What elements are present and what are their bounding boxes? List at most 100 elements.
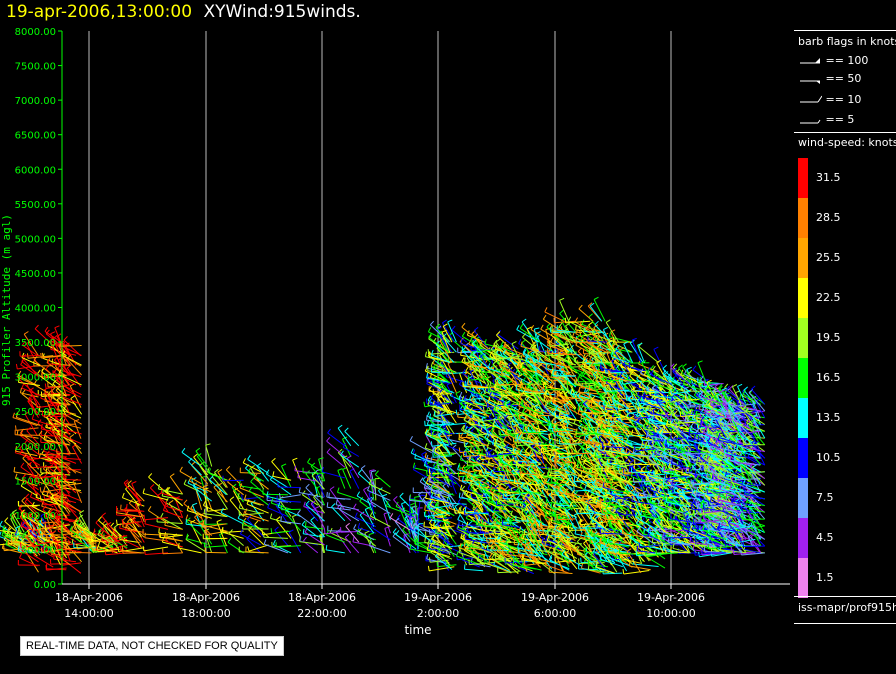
wind-barb-flag xyxy=(412,462,416,468)
wind-barb xyxy=(45,523,70,527)
wind-barb xyxy=(503,498,523,500)
wind-barb xyxy=(73,535,92,550)
wind-barb xyxy=(577,512,600,515)
wind-barb-flag xyxy=(457,507,461,513)
wind-barb xyxy=(433,455,453,458)
wind-barb-flag xyxy=(364,506,370,510)
wind-barb-flag xyxy=(58,481,61,487)
wind-barb-flag xyxy=(456,523,459,529)
wind-barb xyxy=(367,489,391,501)
wind-barb xyxy=(463,472,480,487)
wind-barb-flag xyxy=(66,364,72,369)
wind-barb xyxy=(353,507,375,521)
wind-barb-flag xyxy=(279,493,281,499)
wind-barb xyxy=(37,373,54,387)
wind-barb xyxy=(55,404,71,426)
wind-barb-flag xyxy=(168,499,174,504)
wind-barb-flag xyxy=(540,324,544,330)
wind-barb-flag xyxy=(468,339,472,345)
wind-barb-flag xyxy=(414,496,420,498)
wind-barb-flag xyxy=(244,494,247,500)
wind-barb-flag xyxy=(429,500,433,506)
wind-barb-flag xyxy=(430,456,433,462)
wind-barb xyxy=(48,397,61,416)
wind-barb xyxy=(512,395,534,397)
wind-barb xyxy=(44,482,67,488)
wind-barb xyxy=(345,526,360,543)
wind-barb-flag xyxy=(47,358,49,364)
wind-barb xyxy=(427,404,450,413)
wind-barb xyxy=(174,498,184,518)
wind-barb-flag xyxy=(464,380,467,386)
wind-barb xyxy=(164,490,184,507)
wind-barb-flag xyxy=(2,525,5,531)
wind-barb xyxy=(468,536,489,542)
wind-barb-flag xyxy=(281,463,287,467)
wind-barb xyxy=(485,472,507,478)
wind-barb xyxy=(41,453,61,466)
wind-barb-flag xyxy=(185,514,189,520)
wind-barb xyxy=(20,355,40,357)
wind-barb-flag xyxy=(159,532,162,538)
wind-barb-flag xyxy=(21,352,25,358)
wind-barb xyxy=(89,535,114,543)
wind-barb-flag xyxy=(305,483,310,489)
wind-barb-flag xyxy=(542,314,547,320)
wind-barb-flag xyxy=(121,492,125,498)
wind-barb-flag xyxy=(461,492,464,498)
wind-barb xyxy=(437,490,453,508)
wind-barb-flag xyxy=(462,346,467,351)
wind-barb-flag xyxy=(556,325,558,331)
wind-barb xyxy=(33,359,54,377)
wind-barb-flag xyxy=(486,407,489,413)
wind-barb-flag xyxy=(461,395,465,401)
wind-barb xyxy=(20,364,39,377)
wind-barb xyxy=(33,554,54,568)
wind-barb-flag xyxy=(448,332,453,337)
wind-barb xyxy=(262,493,288,496)
wind-barb xyxy=(183,503,202,519)
wind-barb xyxy=(409,548,432,554)
wind-barb-flag xyxy=(47,407,52,412)
wind-barb-flag xyxy=(272,539,276,545)
wind-barb-flag xyxy=(463,541,466,548)
wind-barb-flag xyxy=(344,427,349,432)
wind-barb-flag xyxy=(428,529,431,535)
wind-barb xyxy=(42,493,63,503)
wind-barb xyxy=(48,415,67,428)
wind-barb-flag xyxy=(239,483,243,489)
wind-barb-flag xyxy=(242,458,246,464)
wind-barb xyxy=(205,530,228,536)
wind-barb xyxy=(432,538,453,550)
wind-barb-flag xyxy=(19,542,22,548)
wind-barb-flag xyxy=(297,472,300,478)
wind-barb xyxy=(42,374,61,379)
wind-barb-flag xyxy=(43,387,49,391)
wind-barb xyxy=(61,498,82,514)
wind-barb-flag xyxy=(191,477,197,481)
wind-barb-flag xyxy=(21,383,25,389)
wind-barb-flag xyxy=(549,341,551,347)
wind-barb-flag xyxy=(52,427,58,431)
wind-barb xyxy=(552,375,576,377)
wind-barb xyxy=(463,361,485,370)
wind-barb-flag xyxy=(412,465,417,470)
wind-barb-flag xyxy=(521,504,524,510)
wind-barb-flag xyxy=(588,313,593,318)
wind-barb xyxy=(73,522,92,538)
wind-barb xyxy=(21,500,38,517)
wind-barb xyxy=(165,540,183,548)
wind-barb-flag xyxy=(15,525,21,529)
wind-barb xyxy=(344,431,360,447)
wind-barb-flag xyxy=(15,363,18,370)
wind-barb xyxy=(123,509,142,528)
wind-barb xyxy=(460,343,480,350)
wind-barb-flag xyxy=(52,457,57,462)
wind-barb-flag xyxy=(19,448,24,454)
wind-barb-flag xyxy=(425,493,428,499)
wind-barb xyxy=(409,440,432,454)
wind-barb-flag xyxy=(32,524,35,531)
wind-barb-flag xyxy=(457,412,459,418)
wind-barb-flag xyxy=(18,504,22,510)
wind-barb-flag xyxy=(51,387,56,392)
